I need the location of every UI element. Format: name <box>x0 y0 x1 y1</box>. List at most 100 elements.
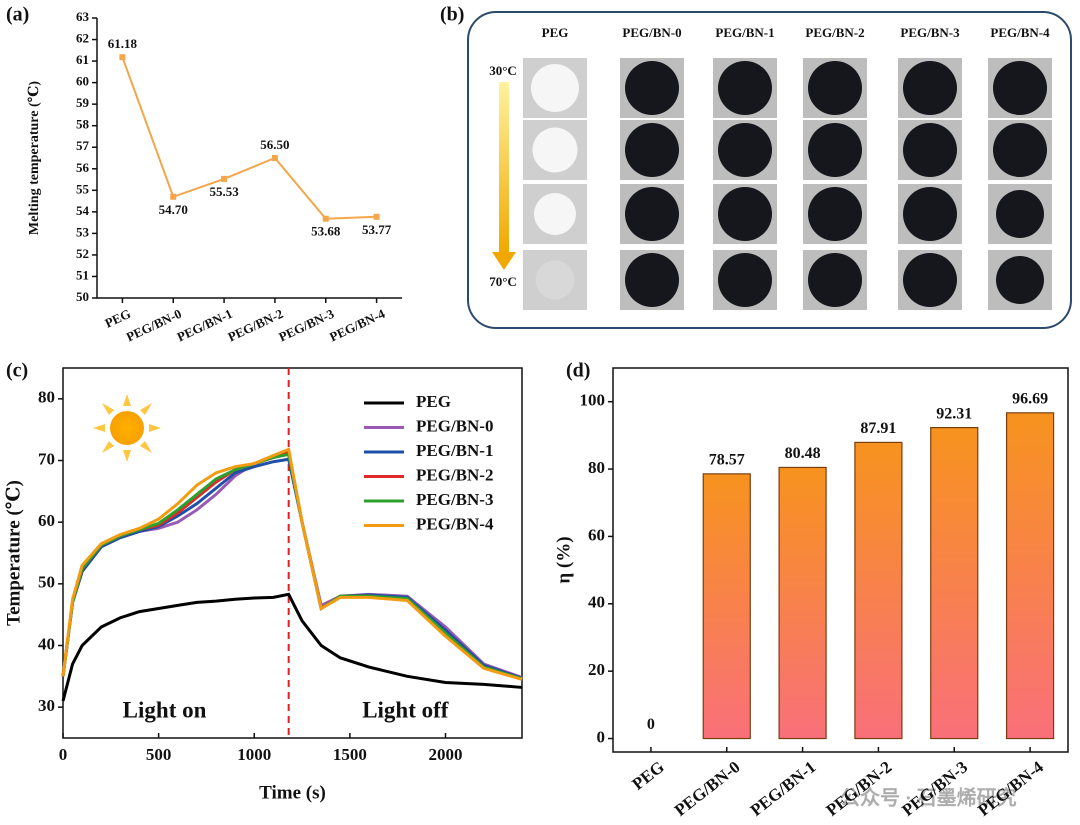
column-header: PEG/BN-2 <box>805 25 864 40</box>
sample <box>718 253 772 307</box>
legend-label: PEG/BN-4 <box>416 514 494 533</box>
value-label: 92.31 <box>936 405 972 422</box>
x-tick-label: PEG/BN-1 <box>175 306 235 345</box>
sample <box>532 127 578 173</box>
marker <box>373 213 380 220</box>
column-header: PEG/BN-4 <box>990 25 1050 40</box>
sample <box>993 61 1047 115</box>
y-tick-label: 80 <box>588 458 605 477</box>
sample <box>625 123 679 177</box>
y-tick-label: 62 <box>76 31 89 46</box>
sample <box>903 187 957 241</box>
legend-label: PEG/BN-0 <box>416 416 493 435</box>
marker <box>170 193 177 200</box>
panel-label: (a) <box>6 4 29 26</box>
sample <box>996 256 1044 304</box>
x-tick-label: PEG/BN-0 <box>124 306 184 345</box>
y-tick-label: 63 <box>76 9 90 24</box>
y-tick-label: 52 <box>76 246 89 261</box>
column-header: PEG/BN-1 <box>715 25 774 40</box>
bar <box>930 426 979 740</box>
photo-frame <box>467 11 1072 329</box>
x-tick-label: PEG/BN-2 <box>225 306 285 345</box>
y-tick-label: 40 <box>588 593 605 612</box>
axes <box>96 18 402 299</box>
sample <box>625 253 679 307</box>
y-tick-label: 58 <box>76 117 90 132</box>
value-label: 53.77 <box>362 222 392 237</box>
temperature-label: 70°C <box>489 274 517 289</box>
x-tick-label: PEG/BN-4 <box>327 306 387 345</box>
column-header: PEG <box>542 25 569 40</box>
line <box>121 56 377 220</box>
y-tick-label: 20 <box>588 660 605 679</box>
value-label: 87.91 <box>860 420 896 437</box>
y-axis-label: Temperature (℃) <box>3 480 24 626</box>
value-label: 0 <box>647 716 655 733</box>
y-tick-label: 30 <box>38 696 55 715</box>
temperature-label: 30°C <box>489 63 517 78</box>
y-tick-label: 53 <box>76 224 90 239</box>
value-label: 56.50 <box>260 137 289 152</box>
value-label: 80.48 <box>785 445 821 462</box>
y-tick-label: 51 <box>76 267 89 282</box>
bar <box>1005 412 1055 740</box>
y-tick-label: 50 <box>38 573 55 592</box>
sample <box>718 187 772 241</box>
panel-label: (c) <box>6 360 28 382</box>
y-tick-label: 80 <box>38 388 55 407</box>
value-label: 61.18 <box>108 36 138 51</box>
column-header: PEG/BN-3 <box>900 25 960 40</box>
x-tick-label: 1500 <box>333 745 367 764</box>
annotation: Light off <box>362 697 449 722</box>
y-tick-label: 60 <box>38 511 55 530</box>
sample <box>903 61 957 115</box>
watermark: 公众号 · 石墨烯研究 <box>840 786 1017 810</box>
temperature-arrow <box>499 82 509 254</box>
y-tick-label: 60 <box>76 74 89 89</box>
sun-icon <box>93 394 161 462</box>
sample <box>718 123 772 177</box>
y-tick-label: 40 <box>38 634 55 653</box>
marker <box>221 175 228 182</box>
sample <box>808 61 862 115</box>
y-tick-label: 59 <box>76 95 90 110</box>
x-tick-label: 500 <box>146 745 172 764</box>
sample <box>808 253 862 307</box>
sample <box>993 123 1047 177</box>
y-axis-label: η (%) <box>553 536 574 583</box>
sample <box>808 123 862 177</box>
sample <box>903 253 957 307</box>
column-header: PEG/BN-0 <box>622 25 681 40</box>
sample <box>625 61 679 115</box>
legend-label: PEG/BN-2 <box>416 465 493 484</box>
y-tick-label: 70 <box>38 449 55 468</box>
x-tick-label: PEG/BN-1 <box>747 757 820 820</box>
sample <box>996 190 1044 238</box>
sample <box>534 193 576 235</box>
x-tick-label: PEG <box>629 757 668 793</box>
legend-label: PEG/BN-3 <box>416 490 493 509</box>
x-axis-label: Time (s) <box>259 782 326 803</box>
y-tick-label: 60 <box>588 525 605 544</box>
y-tick-label: 57 <box>76 138 90 153</box>
panel-label: (d) <box>566 360 590 382</box>
series-line <box>61 592 523 702</box>
bar <box>778 466 827 740</box>
panel-label: (b) <box>440 4 464 26</box>
sample <box>625 187 679 241</box>
y-tick-label: 56 <box>76 160 90 175</box>
y-tick-label: 61 <box>76 52 89 67</box>
legend-label: PEG/BN-1 <box>416 441 493 460</box>
value-label: 54.70 <box>159 202 188 217</box>
annotation: Light on <box>123 697 207 722</box>
series-line <box>61 447 523 681</box>
x-tick-label: PEG <box>102 306 133 331</box>
y-tick-label: 0 <box>597 727 606 746</box>
bar <box>854 441 903 740</box>
legend-label: PEG <box>416 392 451 411</box>
value-label: 53.68 <box>311 224 341 239</box>
plot-frame <box>62 367 523 739</box>
sample <box>535 260 575 300</box>
